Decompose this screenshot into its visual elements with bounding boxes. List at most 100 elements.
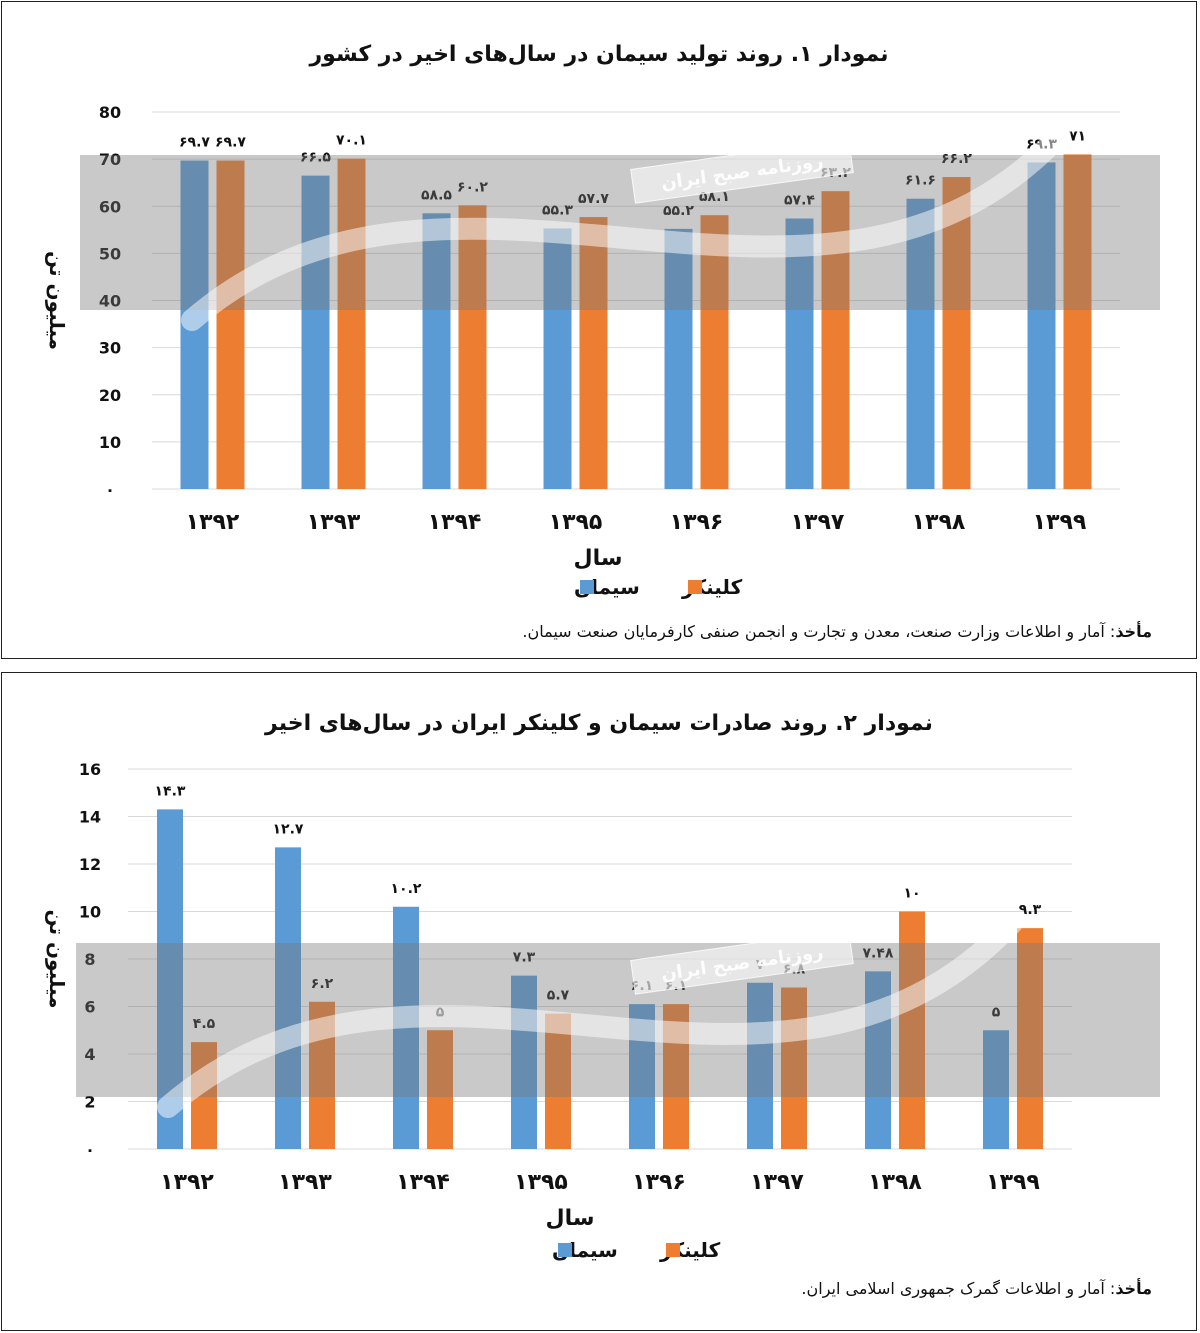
bar-cement: [747, 982, 773, 1149]
data-label: ۶۹.۷: [215, 135, 246, 151]
bar-clinker: [1017, 928, 1043, 1149]
y-tick-label: 6: [84, 998, 95, 1017]
data-label: ۶۶.۵: [300, 150, 331, 166]
bar-clinker: [942, 177, 971, 489]
x-tick-label: ۱۳۹۹: [1033, 510, 1087, 535]
x-tick-label: ۱۳۹۸: [912, 510, 966, 535]
x-tick-label: ۱۳۹۵: [514, 1170, 568, 1195]
production-chart-svg: ۰ 10 20 30 40 50 60 70 80 ۶۹.۷ ۶۹.۷ ۱۳۹۲ ۶۶.۵ ۷۰.۱ ۱۳۹…: [45, 103, 1160, 599]
bar-clinker: [579, 217, 608, 489]
y-tick-label: 14: [79, 808, 101, 827]
source-text: : آمار و اطلاعات گمرک جمهوری اسلامی ایرا…: [801, 1279, 1116, 1298]
y-axis-label: میلیون تن: [45, 251, 69, 350]
x-tick-label: ۱۳۹۲: [160, 1170, 214, 1195]
bar-cement: [664, 228, 693, 489]
y-tick-label: 20: [99, 386, 121, 405]
watermark-box: [630, 138, 854, 204]
y-tick-label: 2: [84, 1093, 95, 1112]
x-tick-label: ۱۳۹۴: [396, 1170, 450, 1195]
source-label: مأخذ: [1115, 622, 1152, 641]
bar-clinker: [216, 160, 245, 489]
legend-swatch-cement: [580, 580, 594, 594]
data-label: ۱۲.۷: [273, 821, 304, 837]
data-label: ۵۵.۳: [542, 202, 573, 218]
data-label: ۷.۳: [513, 950, 536, 966]
data-label: ۶.۲: [311, 976, 334, 992]
data-label: ۹.۳: [1019, 902, 1042, 918]
bar-cement: [511, 975, 537, 1149]
y-tick-label: 40: [99, 292, 121, 311]
bar-cement: [1027, 162, 1056, 489]
x-tick-label: ۱۳۹۳: [307, 510, 361, 535]
bar-clinker: [545, 1013, 571, 1149]
x-axis-label: سال: [574, 546, 623, 571]
chart-title: نمودار ۲. روند صادرات سیمان و کلینکر ایر…: [265, 711, 933, 736]
bar-cement: [906, 198, 935, 489]
y-tick-label: 12: [79, 855, 101, 874]
data-label: ۱۰.۲: [391, 881, 422, 897]
x-tick-label: ۱۳۹۳: [278, 1170, 332, 1195]
data-label: ۶۰.۲: [457, 179, 488, 195]
data-label: ۵۷.۴: [784, 193, 815, 209]
chart-panel-production: نمودار ۱. روند تولید سیمان در سال‌های اخ…: [1, 1, 1197, 659]
legend-swatch-clinker: [688, 580, 702, 594]
data-label: ۷۱: [1069, 128, 1086, 144]
x-tick-label: ۱۳۹۴: [428, 510, 482, 535]
watermark-swoosh: [157, 912, 1023, 1118]
bar-clinker: [337, 158, 366, 489]
y-tick-label: ۰: [105, 480, 115, 499]
source-text: : آمار و اطلاعات وزارت صنعت، معدن و تجار…: [522, 622, 1116, 641]
chart-panel-exports: نمودار ۲. روند صادرات سیمان و کلینکر ایر…: [1, 672, 1197, 1331]
bar-cement: [983, 1030, 1009, 1149]
y-tick-label: 30: [99, 339, 121, 358]
y-tick-label: 4: [84, 1045, 95, 1064]
x-tick-label: ۱۳۹۶: [632, 1170, 686, 1195]
data-label: ۶۱.۶: [905, 173, 936, 189]
data-label: ۱۰: [903, 886, 920, 902]
bar-clinker: [899, 911, 925, 1149]
watermark-swoosh: [181, 124, 1071, 331]
bar-clinker: [700, 215, 729, 490]
x-tick-label: ۱۳۹۲: [186, 510, 240, 535]
data-label: ۵: [992, 1004, 1001, 1020]
data-label: ۴.۵: [193, 1016, 216, 1032]
y-tick-label: 70: [99, 150, 121, 169]
data-label: ۵۸.۵: [421, 187, 452, 203]
x-tick-label: ۱۳۹۹: [986, 1170, 1040, 1195]
data-label: ۵.۷: [547, 988, 570, 1004]
y-tick-label: ۰: [85, 1140, 95, 1159]
x-tick-label: ۱۳۹۵: [549, 510, 603, 535]
x-tick-label: ۱۳۹۷: [791, 510, 845, 535]
x-tick-label: ۱۳۹۸: [868, 1170, 922, 1195]
y-tick-label: 16: [79, 760, 101, 779]
watermark: روزنامه صبح ایران: [80, 124, 1160, 331]
bar-clinker: [458, 205, 487, 489]
data-label: ۷.۴۸: [863, 945, 894, 961]
x-axis-label: سال: [546, 1206, 595, 1231]
data-label: ۷۰.۱: [336, 133, 367, 149]
data-label: ۶۶.۲: [941, 151, 972, 167]
legend-swatch-clinker: [666, 1243, 680, 1257]
bar-cement: [785, 218, 814, 489]
data-label: ۶۹.۷: [179, 135, 210, 151]
data-label: ۵۷.۷: [578, 191, 609, 207]
bar-cement: [422, 213, 451, 489]
source-note: مأخذ: آمار و اطلاعات گمرک جمهوری اسلامی …: [801, 1279, 1152, 1298]
y-tick-label: 50: [99, 244, 121, 263]
x-tick-label: ۱۳۹۶: [670, 510, 724, 535]
y-tick-label: 80: [99, 103, 121, 122]
data-label: ۱۴.۳: [155, 783, 186, 799]
source-note: مأخذ: آمار و اطلاعات وزارت صنعت، معدن و …: [522, 622, 1152, 641]
bar-cement: [301, 175, 330, 489]
bar-clinker: [427, 1030, 453, 1149]
bar-cement: [543, 228, 572, 489]
watermark: روزنامه صبح ایران: [76, 912, 1160, 1118]
y-axis-label: میلیون تن: [45, 910, 69, 1009]
y-tick-label: 8: [84, 950, 95, 969]
y-tick-label: 10: [79, 903, 101, 922]
bar-cement: [275, 847, 301, 1149]
y-tick-label: 10: [99, 433, 121, 452]
watermark-box: [630, 929, 854, 995]
